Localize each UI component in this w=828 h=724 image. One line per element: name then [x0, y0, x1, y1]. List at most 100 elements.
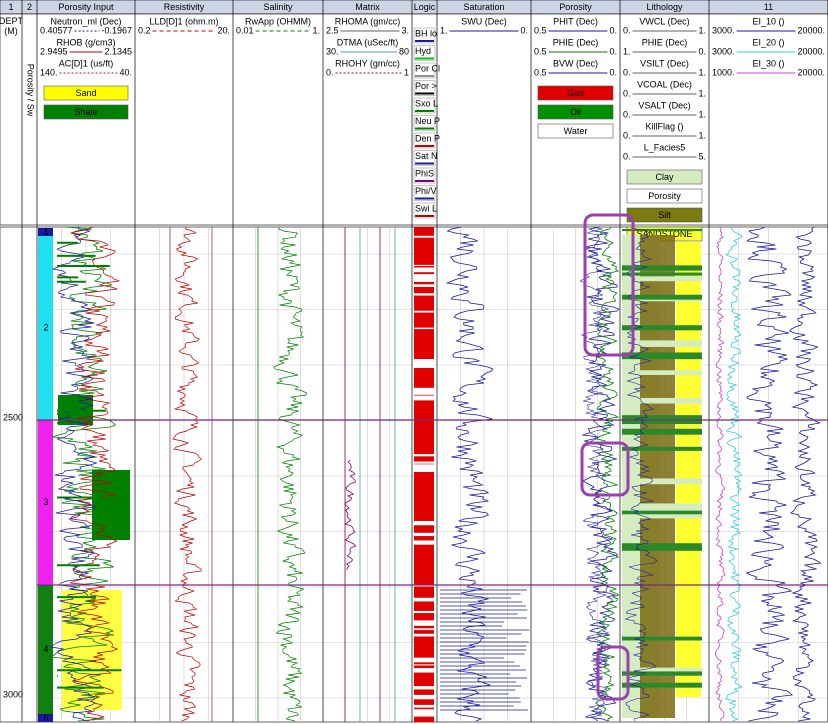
legend-label: Oil	[570, 107, 581, 117]
track-title: Porosity	[559, 2, 592, 12]
depth-label: DEPT (M)	[0, 16, 23, 36]
curve-scale-left: 30.	[326, 46, 339, 56]
curve-scale-right: 5.	[698, 151, 706, 161]
logic-gap	[414, 278, 434, 282]
lith-band	[622, 636, 702, 641]
track-title: Resistivity	[164, 2, 205, 12]
flag-box	[413, 202, 436, 219]
logic-gap	[414, 363, 434, 369]
curve-scale-left: 140.	[40, 67, 58, 77]
curve-name: VSALT (Dec)	[638, 100, 690, 110]
curve-scale-right: 40.	[119, 67, 132, 77]
flag-label: PhiS	[415, 168, 434, 178]
log-trace	[172, 226, 203, 722]
flag-label: Swi L	[415, 203, 437, 213]
lith-band	[622, 446, 702, 451]
curve-scale-right: 20000.	[797, 25, 825, 35]
lith-band	[622, 340, 702, 347]
curve-scale-left: 0.	[623, 88, 631, 98]
log-trace	[715, 226, 726, 722]
lith-band	[622, 669, 702, 676]
logic-gap	[414, 310, 434, 313]
depth-tick: 3000	[3, 689, 23, 699]
zone-label: 1	[43, 226, 48, 236]
curve-scale-right: 80	[399, 46, 409, 56]
curve-scale-right: 3.	[401, 25, 409, 35]
legend-label: Clay	[655, 172, 674, 182]
zone-bar	[38, 228, 53, 236]
curve-name: PHIT (Dec)	[553, 16, 598, 26]
curve-scale-left: 0.	[623, 151, 631, 161]
lith-band	[622, 325, 702, 331]
lith-band	[622, 543, 702, 551]
logic-gap	[414, 621, 434, 626]
zone-bar	[38, 585, 53, 714]
curve-scale-right: 0.	[520, 25, 528, 35]
lith-band	[622, 295, 702, 299]
legend-swatch	[626, 169, 703, 185]
curve-scale-left: 0.5	[534, 46, 547, 56]
zone-bar	[38, 236, 53, 420]
log-trace	[745, 226, 794, 722]
logic-gap	[414, 389, 434, 394]
log-trace	[725, 227, 744, 722]
flag-box	[413, 62, 436, 79]
logic-gap	[414, 391, 434, 395]
curve-name: Neutron_ml (Dec)	[50, 16, 121, 26]
legend-swatch	[537, 104, 614, 120]
legend-label: SANDSTONE	[637, 229, 693, 239]
curve-scale-left: 0.	[326, 67, 334, 77]
lith-band	[622, 272, 702, 276]
legend-swatch	[537, 123, 614, 139]
curve-name: LLD[D]1 (ohm.m)	[149, 16, 218, 26]
legend-label: Gas	[567, 88, 584, 98]
curve-scale-left: 0.40577	[40, 25, 73, 35]
curve-scale-right: 2.1345	[104, 46, 132, 56]
zone-label: 2	[43, 322, 48, 332]
depth-label-part: DEPT	[0, 16, 23, 26]
curve-scale-right: 0.	[609, 46, 617, 56]
log-trace	[445, 226, 494, 722]
flag-label: Phi/V	[415, 186, 437, 196]
curve-scale-left: 3000.	[712, 25, 735, 35]
log-trace	[579, 226, 612, 722]
flag-label: Sxo L	[415, 98, 438, 108]
curve-scale-left: 1000.	[712, 67, 735, 77]
lith-band	[622, 672, 702, 676]
curve-scale-right: 1.	[698, 88, 706, 98]
logic-gap	[414, 461, 434, 464]
curve-scale-left: 0.	[623, 109, 631, 119]
track-title: 2	[27, 2, 32, 12]
flag-box	[413, 27, 436, 44]
track-title: Lithology	[646, 2, 683, 12]
logic-gap	[414, 520, 434, 526]
logic-gap	[414, 664, 434, 666]
depth-label-part: (M)	[4, 26, 18, 36]
logic-gap	[414, 464, 434, 468]
logic-gap	[414, 532, 434, 537]
logic-gap	[414, 467, 434, 473]
flag-label: Den P	[415, 133, 440, 143]
curve-scale-right: 0.	[609, 67, 617, 77]
curve-scale-right: 1.	[698, 130, 706, 140]
curve-scale-left: 0.	[623, 130, 631, 140]
log-trace	[273, 226, 308, 722]
lith-band	[622, 370, 702, 375]
logic-fill	[414, 227, 434, 722]
lith-band	[622, 478, 702, 485]
lith-band	[622, 506, 702, 511]
lith-sand	[676, 242, 701, 697]
curve-name: RHOHY (gm/cc)	[335, 58, 400, 68]
lith-band	[622, 265, 702, 271]
legend-swatch	[626, 188, 703, 204]
logic-gap	[414, 628, 434, 631]
logic-gap	[414, 274, 434, 279]
curve-scale-left: 1.	[440, 25, 448, 35]
logic-gap	[414, 610, 434, 614]
highlight-box	[583, 213, 635, 357]
curve-name: VSILT (Dec)	[640, 58, 689, 68]
zone-bar	[38, 714, 53, 722]
logic-gap	[414, 709, 434, 715]
legend-label: Silt	[658, 210, 671, 220]
